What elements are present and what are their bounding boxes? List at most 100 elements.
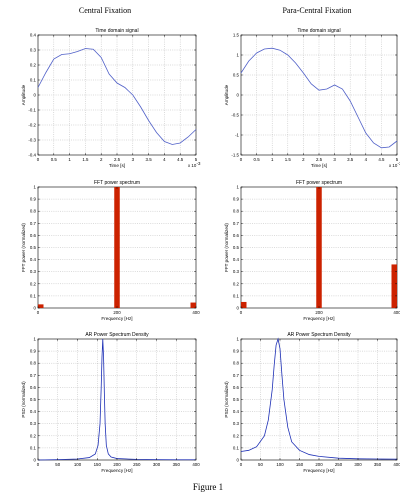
y-tick-label: 0.6	[30, 385, 37, 390]
x-tick-label: 400	[393, 462, 400, 467]
y-tick-label: 0.4	[233, 257, 240, 262]
fft-bar	[241, 301, 247, 308]
x-tick-label: 400	[192, 310, 200, 315]
x-axis-label: Time [s]	[311, 163, 327, 168]
y-tick-label: 0.7	[233, 373, 240, 378]
x-tick-label: 2	[302, 157, 305, 162]
y-tick-label: 0.4	[30, 409, 37, 414]
x-tick-label: 3	[132, 157, 135, 162]
y-tick-label: -0.1	[28, 108, 36, 113]
y-tick-label: 0.8	[30, 209, 37, 214]
fft-bar	[114, 187, 120, 308]
x-exponent-power: -3	[398, 161, 400, 166]
x-tick-label: 4	[365, 157, 368, 162]
x-tick-label: 0.5	[51, 157, 58, 162]
y-tick-label: 0.2	[30, 63, 37, 68]
subplot-grid: 0 0.5 1 1.5 2 2.5 3 3.5 4 4.5 5 -0.4 -0.3 -0.2 -0.1 0 0.…	[21, 28, 400, 473]
x-tick-label: 400	[192, 462, 200, 467]
x-tick-label: 0	[37, 157, 40, 162]
y-tick-label: 0	[237, 306, 240, 311]
fft-bar	[391, 264, 397, 308]
y-tick-label: 1	[34, 337, 37, 342]
x-tick-label: 0	[240, 310, 243, 315]
y-tick-label: -0.2	[28, 123, 36, 128]
x-tick-label: 350	[173, 462, 181, 467]
x-tick-label: 300	[354, 462, 362, 467]
x-axis-label: Frequency [Hz]	[101, 468, 132, 473]
y-tick-label: 0.3	[30, 421, 37, 426]
y-tick-label: 0.1	[233, 445, 240, 450]
x-tick-label: 250	[133, 462, 141, 467]
x-tick-label: 2.5	[114, 157, 121, 162]
y-tick-label: 0.6	[30, 233, 37, 238]
y-axis-label: FFT power (normalized)	[21, 223, 26, 272]
y-tick-label: 0.5	[30, 397, 37, 402]
y-axis-label: Amplitude	[21, 84, 26, 105]
y-tick-label: 0.9	[30, 197, 37, 202]
y-tick-label: 0.2	[233, 433, 240, 438]
y-tick-label: 0.1	[30, 78, 37, 83]
column-title-para-central: Para-Central Fixation	[282, 6, 351, 15]
x-tick-label: 3.5	[146, 157, 153, 162]
y-tick-label: -1.5	[231, 153, 239, 158]
subplot-psd-para: 0 50 100 150 200 250 300 350 400 0 0.1 0.2 0.3 0.4 0.5…	[224, 332, 400, 473]
y-tick-label: 0.5	[233, 245, 240, 250]
fft-bar	[190, 302, 196, 308]
y-tick-label: -0.5	[231, 113, 239, 118]
x-tick-label: 1.5	[285, 157, 292, 162]
y-tick-label: 0	[34, 458, 37, 463]
y-tick-label: 0.7	[233, 221, 240, 226]
x-tick-label: 250	[335, 462, 343, 467]
subplot-title: FFT power spectrum	[94, 180, 140, 186]
x-tick-label: 2.5	[316, 157, 323, 162]
y-tick-label: -0.4	[28, 153, 36, 158]
y-tick-label: 0.3	[233, 269, 240, 274]
y-tick-label: 0	[34, 306, 37, 311]
x-tick-label: 0	[37, 310, 40, 315]
y-tick-label: 0.3	[30, 48, 37, 53]
x-tick-label: 0	[240, 157, 243, 162]
x-tick-label: 3.5	[347, 157, 354, 162]
x-tick-label: 150	[296, 462, 304, 467]
subplot-time-para: 0 0.5 1 1.5 2 2.5 3 3.5 4 4.5 5 -1.5 -1 -0.5 0 0.5 1 1.5 T…	[224, 28, 400, 168]
x-tick-label: 150	[94, 462, 102, 467]
fft-bar	[316, 187, 322, 308]
x-tick-label: 5	[396, 157, 399, 162]
x-tick-label: 200	[113, 462, 121, 467]
y-tick-label: 0.7	[30, 373, 37, 378]
x-tick-label: 350	[374, 462, 382, 467]
y-tick-label: 0.5	[30, 245, 37, 250]
subplot-title: FFT power spectrum	[296, 180, 342, 186]
y-tick-label: 0.5	[233, 397, 240, 402]
y-tick-label: -1	[235, 133, 239, 138]
y-tick-label: 0.8	[30, 361, 37, 366]
subplot-fft-para: 0 200 400 0 0.1 0.2 0.3 0.4 0.5 0.6 0.7 0.8 0.9 1 FFT …	[224, 180, 400, 321]
x-tick-label: 400	[393, 310, 400, 315]
y-tick-label: 0.2	[30, 433, 37, 438]
x-tick-label: 200	[113, 310, 121, 315]
y-tick-label: 1	[34, 185, 37, 190]
y-tick-label: 0.1	[30, 293, 37, 298]
figure-caption: Figure 1	[193, 482, 223, 492]
x-axis-label: Frequency [Hz]	[303, 316, 334, 321]
x-tick-label: 0.5	[254, 157, 261, 162]
y-tick-label: 0.9	[233, 349, 240, 354]
x-tick-label: 3	[333, 157, 336, 162]
y-tick-label: 1	[237, 53, 240, 58]
subplot-title: AR Power Spectrum Density	[85, 332, 149, 338]
y-tick-label: 0.7	[30, 221, 37, 226]
column-title-central: Central Fixation	[79, 6, 131, 15]
y-tick-label: 0.5	[233, 73, 240, 78]
y-tick-label: 0.3	[30, 269, 37, 274]
y-tick-label: 0	[34, 93, 37, 98]
subplot-psd-central: 0 50 100 150 200 250 300 350 400 0 0.1 0.2 0.3 0.4 0.5…	[21, 332, 200, 473]
y-axis-label: PSD (normalized)	[224, 381, 229, 418]
y-axis-label: FFT power (normalized)	[224, 223, 229, 272]
y-tick-label: 0.9	[233, 197, 240, 202]
x-tick-label: 0	[240, 462, 243, 467]
y-tick-label: 1	[237, 337, 240, 342]
x-tick-label: 1	[271, 157, 274, 162]
x-exponent-base: x 10	[188, 163, 197, 168]
y-tick-label: 0.6	[233, 233, 240, 238]
